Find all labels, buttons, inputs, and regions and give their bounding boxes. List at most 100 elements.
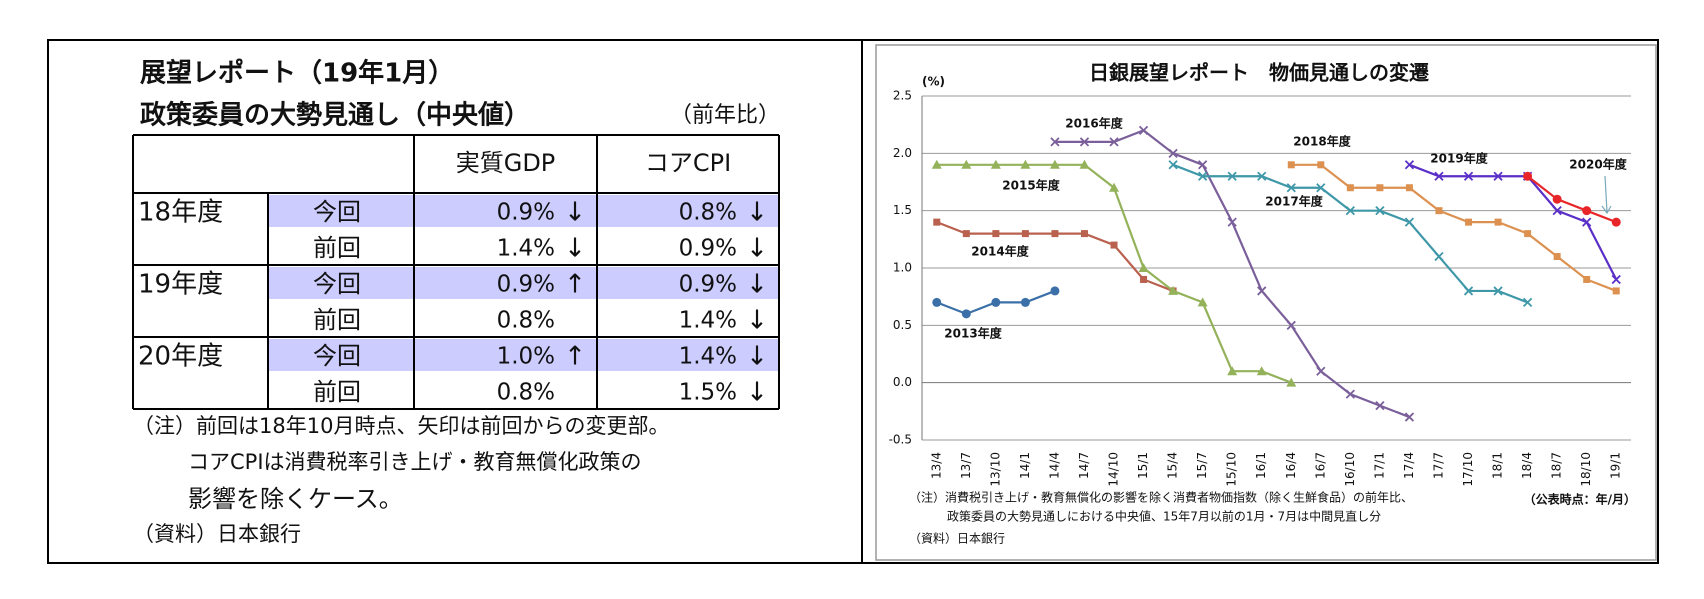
cell-value: 1.5% xyxy=(679,380,737,406)
y-tick-label: -0.5 xyxy=(889,433,912,447)
row-label: 前回 xyxy=(313,306,361,334)
change-arrow: ↓ xyxy=(746,342,768,372)
data-point xyxy=(1404,217,1415,227)
data-point xyxy=(1435,207,1443,215)
column-header: コアCPI xyxy=(645,149,731,177)
x-tick-label: 17/10 xyxy=(1461,452,1475,487)
data-point xyxy=(1138,125,1149,136)
data-point xyxy=(1522,297,1533,308)
x-tick-label: 15/4 xyxy=(1166,452,1180,479)
row-highlight xyxy=(269,267,778,299)
data-point xyxy=(1493,286,1503,296)
data-point xyxy=(1110,241,1118,249)
year-label: 19年度 xyxy=(138,270,223,300)
x-tick-label: 13/7 xyxy=(959,452,973,479)
cell-value: 0.8% xyxy=(497,308,555,334)
data-point xyxy=(1611,274,1621,285)
table-note: （注）前回は18年10月時点、矢印は前回からの変更部。 xyxy=(133,414,669,438)
x-tick-label: 16/7 xyxy=(1313,452,1327,479)
data-point xyxy=(1552,194,1562,204)
data-point xyxy=(1582,206,1592,216)
x-tick-label: 17/1 xyxy=(1372,452,1386,479)
series-label: 2017年度 xyxy=(1265,194,1323,209)
data-point xyxy=(1020,159,1031,169)
x-tick-label: 18/1 xyxy=(1491,452,1505,479)
x-tick-label: 16/10 xyxy=(1343,452,1357,487)
data-point xyxy=(1612,287,1620,295)
x-tick-label: 14/10 xyxy=(1107,452,1121,487)
x-tick-label: 19/1 xyxy=(1609,452,1623,479)
row-label: 前回 xyxy=(313,234,361,262)
cell-value: 0.8% xyxy=(679,200,737,226)
x-tick-label: 17/4 xyxy=(1402,452,1416,479)
data-point xyxy=(1257,171,1267,181)
data-point xyxy=(1375,400,1385,411)
x-tick-label: 14/4 xyxy=(1047,452,1061,479)
cell-value: 1.4% xyxy=(679,308,737,334)
data-point xyxy=(1109,182,1120,192)
data-point xyxy=(931,159,942,169)
period-note: （公表時点：年/月） xyxy=(1524,492,1636,507)
data-point xyxy=(1583,275,1591,283)
x-tick-label: 13/10 xyxy=(988,452,1002,487)
data-point xyxy=(1227,171,1237,181)
data-point xyxy=(961,309,971,319)
row-highlight xyxy=(269,195,778,227)
series-label: 2016年度 xyxy=(1065,116,1123,131)
change-arrow: ↑ xyxy=(564,270,586,300)
cell-value: 0.9% xyxy=(679,272,737,298)
data-point xyxy=(1434,171,1444,181)
x-tick-label: 18/7 xyxy=(1550,452,1564,479)
data-point xyxy=(1523,171,1533,181)
data-point xyxy=(1346,184,1354,192)
year-label: 20年度 xyxy=(138,342,223,372)
data-point xyxy=(1524,230,1532,238)
table-note: 影響を除くケース。 xyxy=(188,485,403,513)
series-label: 2020年度 xyxy=(1569,157,1627,172)
chart-title: 日銀展望レポート 物価見通しの変遷 xyxy=(1089,61,1429,85)
data-point xyxy=(1198,171,1208,181)
data-point xyxy=(1553,253,1561,261)
x-tick-label: 16/1 xyxy=(1254,452,1268,479)
row-highlight xyxy=(269,339,778,371)
outer-frame xyxy=(47,39,1659,564)
data-point xyxy=(1168,160,1178,170)
y-tick-label: 2.0 xyxy=(893,146,912,160)
y-axis-label: (%) xyxy=(922,75,945,89)
x-tick-label: 17/7 xyxy=(1431,452,1445,479)
series-label: 2014年度 xyxy=(971,244,1029,259)
change-arrow: ↓ xyxy=(564,198,586,228)
row-label: 今回 xyxy=(313,342,361,370)
data-point xyxy=(1020,297,1030,307)
x-tick-label: 18/10 xyxy=(1579,452,1593,487)
data-point xyxy=(1050,137,1060,147)
chart-frame xyxy=(875,44,1657,561)
data-point xyxy=(991,297,1001,307)
x-tick-label: 15/1 xyxy=(1136,452,1150,479)
data-point xyxy=(1316,183,1326,193)
series-line xyxy=(1526,175,1617,224)
x-tick-label: 14/1 xyxy=(1018,452,1032,479)
data-point xyxy=(1317,161,1325,169)
cell-value: 1.0% xyxy=(497,344,555,370)
change-arrow: ↓ xyxy=(746,306,768,336)
data-point xyxy=(1050,286,1060,296)
change-arrow: ↓ xyxy=(564,234,586,264)
data-point xyxy=(932,297,942,307)
data-point xyxy=(1434,251,1444,262)
x-tick-label: 18/4 xyxy=(1520,452,1534,479)
data-point xyxy=(1168,285,1179,295)
data-point xyxy=(1494,218,1502,226)
data-point xyxy=(1168,148,1178,158)
data-point xyxy=(1552,206,1562,216)
change-arrow: ↓ xyxy=(746,198,768,228)
x-tick-label: 16/4 xyxy=(1284,452,1298,479)
data-point xyxy=(1256,366,1267,376)
change-arrow: ↓ xyxy=(746,234,768,264)
data-point xyxy=(1197,297,1208,307)
x-tick-label: 15/7 xyxy=(1195,452,1209,479)
x-tick-label: 14/7 xyxy=(1077,452,1091,479)
data-point xyxy=(1582,217,1592,227)
data-point xyxy=(1465,218,1473,226)
